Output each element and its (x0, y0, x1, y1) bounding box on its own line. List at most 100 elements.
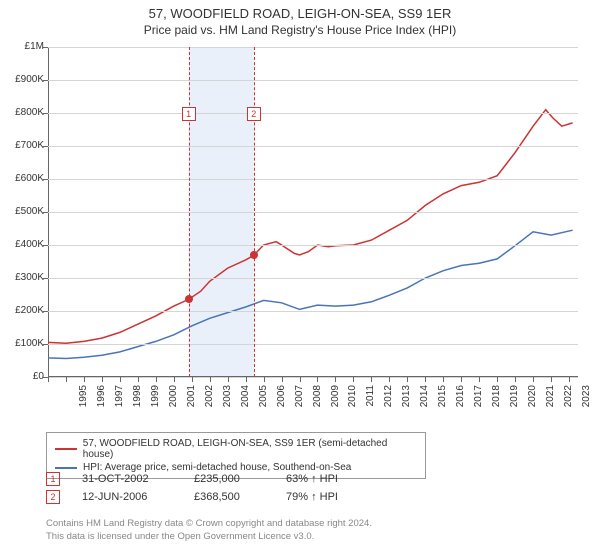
tick-x (371, 377, 372, 382)
x-axis-label: 2002 (204, 385, 215, 415)
x-axis-label: 2022 (563, 385, 574, 415)
footer-line-2: This data is licensed under the Open Gov… (46, 531, 372, 544)
x-axis-label: 2005 (258, 385, 269, 415)
tick-x (479, 377, 480, 382)
sale-dot (250, 251, 258, 259)
x-axis-label: 2000 (168, 385, 179, 415)
tick-x (174, 377, 175, 382)
x-axis-label: 2004 (240, 385, 251, 415)
tick-x (497, 377, 498, 382)
event-price: £368,500 (194, 491, 264, 503)
event-pct: 79% ↑ HPI (286, 491, 366, 503)
x-axis-label: 2006 (276, 385, 287, 415)
gridline-h (48, 311, 578, 312)
event-number-box: 2 (46, 490, 60, 504)
x-axis-label: 1996 (96, 385, 107, 415)
event-row: 2 12-JUN-2006 £368,500 79% ↑ HPI (46, 490, 366, 504)
tick-x (282, 377, 283, 382)
gridline-h (48, 47, 578, 48)
x-axis-label: 1995 (78, 385, 89, 415)
x-axis-label: 2018 (491, 385, 502, 415)
tick-x (389, 377, 390, 382)
tick-x (246, 377, 247, 382)
legend-label: 57, WOODFIELD ROAD, LEIGH-ON-SEA, SS9 1E… (83, 438, 417, 460)
gridline-h (48, 377, 578, 378)
x-axis-label: 2011 (365, 385, 376, 415)
x-axis-label: 2020 (527, 385, 538, 415)
chart-area: 12 £0 £100K £200K £300K £400K £500K £600K £700K… (0, 37, 600, 417)
events-table: 1 31-OCT-2002 £235,000 63% ↑ HPI 2 12-JUN-200… (46, 472, 366, 508)
gridline-h (48, 344, 578, 345)
gridline-h (48, 80, 578, 81)
tick-x (515, 377, 516, 382)
x-axis-label: 2008 (312, 385, 323, 415)
x-axis-label: 2010 (347, 385, 358, 415)
x-axis-label: 2003 (222, 385, 233, 415)
y-axis-label: £500K (4, 206, 44, 217)
event-date: 12-JUN-2006 (82, 491, 172, 503)
tick-x (156, 377, 157, 382)
x-axis-label: 2007 (294, 385, 305, 415)
tick-x (533, 377, 534, 382)
x-axis-label: 2009 (330, 385, 341, 415)
event-price: £235,000 (194, 473, 264, 485)
tick-x (228, 377, 229, 382)
tick-x (461, 377, 462, 382)
tick-x (569, 377, 570, 382)
x-axis-label: 2016 (455, 385, 466, 415)
tick-x (138, 377, 139, 382)
tick-x (120, 377, 121, 382)
y-axis-label: £700K (4, 140, 44, 151)
tick-x (192, 377, 193, 382)
x-axis-label: 2017 (473, 385, 484, 415)
tick-x (102, 377, 103, 382)
x-axis-label: 2013 (401, 385, 412, 415)
y-axis-label: £100K (4, 338, 44, 349)
y-axis-label: £200K (4, 305, 44, 316)
tick-x (317, 377, 318, 382)
x-axis-label: 2019 (509, 385, 520, 415)
y-axis-label: £900K (4, 74, 44, 85)
event-row: 1 31-OCT-2002 £235,000 63% ↑ HPI (46, 472, 366, 486)
tick-x (425, 377, 426, 382)
plot-region: 12 (48, 47, 578, 377)
gridline-h (48, 113, 578, 114)
x-axis-label: 2021 (545, 385, 556, 415)
sale-dot (185, 295, 193, 303)
tick-x (407, 377, 408, 382)
tick-x (84, 377, 85, 382)
tick-x (443, 377, 444, 382)
x-axis-label: 2012 (383, 385, 394, 415)
tick-x (300, 377, 301, 382)
tick-x (335, 377, 336, 382)
x-axis-label: 1997 (114, 385, 125, 415)
footer-line-1: Contains HM Land Registry data © Crown c… (46, 518, 372, 531)
event-marker: 2 (247, 107, 261, 121)
footer-attribution: Contains HM Land Registry data © Crown c… (46, 518, 372, 544)
legend-row: 57, WOODFIELD ROAD, LEIGH-ON-SEA, SS9 1E… (55, 437, 417, 461)
y-axis-label: £300K (4, 272, 44, 283)
tick-x (66, 377, 67, 382)
y-axis-label: £400K (4, 239, 44, 250)
event-pct: 63% ↑ HPI (286, 473, 366, 485)
gridline-h (48, 179, 578, 180)
legend-swatch (55, 448, 77, 450)
y-axis-label: £600K (4, 173, 44, 184)
series-price_paid (48, 110, 573, 344)
chart-title: 57, WOODFIELD ROAD, LEIGH-ON-SEA, SS9 1E… (0, 6, 600, 21)
x-axis-label: 1998 (132, 385, 143, 415)
event-number-box: 1 (46, 472, 60, 486)
y-axis-label: £0 (4, 371, 44, 382)
y-axis-label: £800K (4, 107, 44, 118)
gridline-h (48, 245, 578, 246)
gridline-h (48, 146, 578, 147)
chart-subtitle: Price paid vs. HM Land Registry's House … (0, 23, 600, 37)
tick-x (551, 377, 552, 382)
x-axis-label: 1999 (150, 385, 161, 415)
gridline-h (48, 212, 578, 213)
y-axis-label: £1M (4, 41, 44, 52)
tick-x (353, 377, 354, 382)
event-date: 31-OCT-2002 (82, 473, 172, 485)
tick-x (48, 377, 49, 382)
x-axis-label: 2001 (186, 385, 197, 415)
